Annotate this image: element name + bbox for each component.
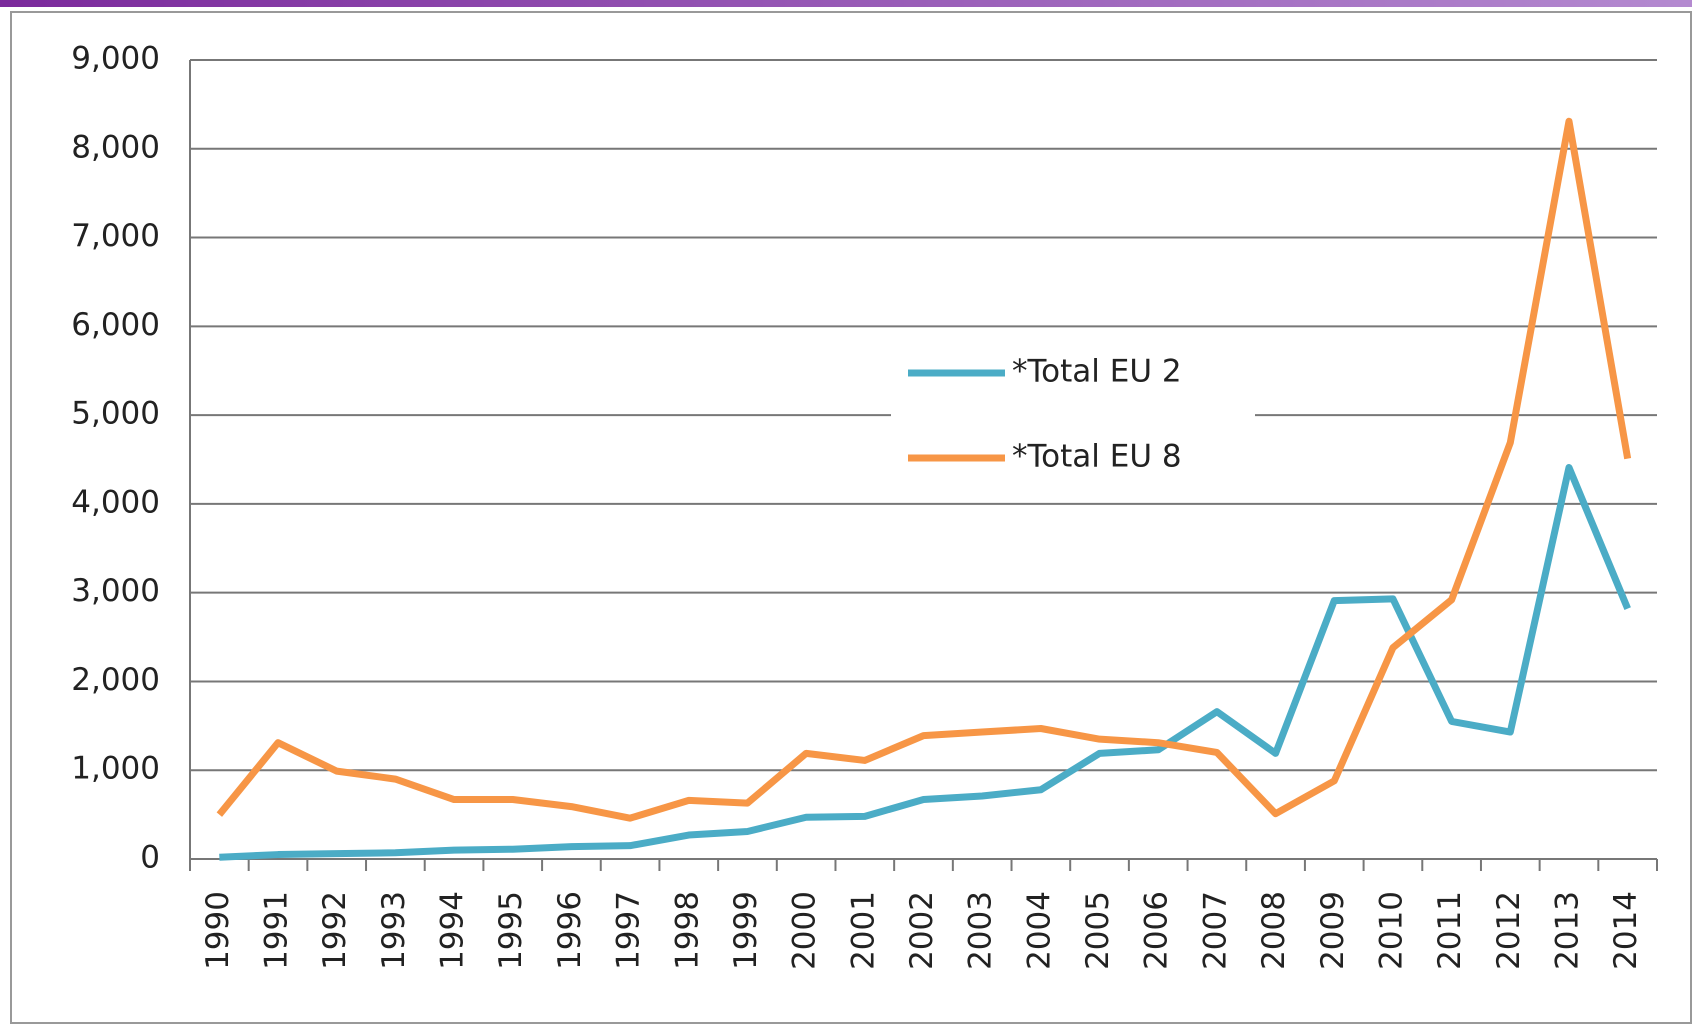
x-tick-label: 1990	[200, 891, 236, 970]
x-tick-label: 1997	[611, 891, 647, 970]
x-tick-label: 1994	[435, 891, 471, 970]
y-tick-label: 8,000	[71, 129, 160, 165]
x-tick-label: 2011	[1432, 891, 1468, 970]
x-tick-label: 2006	[1139, 891, 1175, 970]
x-tick-label: 2014	[1608, 891, 1644, 970]
x-tick-label: 2002	[904, 891, 940, 970]
series-line	[216, 117, 1632, 822]
chart-frame	[10, 11, 1692, 1024]
legend-box	[891, 335, 1255, 496]
x-tick-label: 1995	[493, 891, 529, 970]
x-tick-label: 2004	[1021, 891, 1057, 970]
x-tick-label: 1991	[259, 891, 295, 970]
legend-label: *Total EU 8	[1012, 439, 1182, 475]
y-tick-label: 4,000	[71, 484, 160, 520]
x-tick-label: 2003	[963, 891, 999, 970]
x-tick-label: 2005	[1080, 891, 1116, 970]
legend-label: *Total EU 2	[1012, 354, 1182, 390]
y-tick-label: 2,000	[71, 662, 160, 698]
x-tick-label: 1998	[669, 891, 705, 970]
x-tick-label: 1996	[552, 891, 588, 970]
x-tick-label: 2001	[845, 891, 881, 970]
y-tick-label: 7,000	[71, 218, 160, 254]
x-tick-label: 2007	[1197, 891, 1233, 970]
x-tick-label: 2013	[1549, 891, 1585, 970]
x-tick-label: 2000	[787, 891, 823, 970]
y-tick-label: 3,000	[71, 573, 160, 609]
x-tick-label: 1992	[317, 891, 353, 970]
y-tick-label: 5,000	[71, 396, 160, 432]
x-tick-label: 2009	[1315, 891, 1351, 970]
x-tick-label: 2010	[1373, 891, 1409, 970]
x-tick-label: 2012	[1491, 891, 1527, 970]
x-tick-label: 1993	[376, 891, 412, 970]
y-tick-label: 9,000	[71, 41, 160, 77]
y-tick-label: 6,000	[71, 307, 160, 343]
x-tick-label: 1999	[728, 891, 764, 970]
y-tick-label: 1,000	[71, 751, 160, 787]
top-bar	[0, 0, 1692, 7]
series-line	[219, 463, 1631, 861]
x-tick-label: 2008	[1256, 891, 1292, 970]
y-tick-label: 0	[140, 840, 160, 876]
